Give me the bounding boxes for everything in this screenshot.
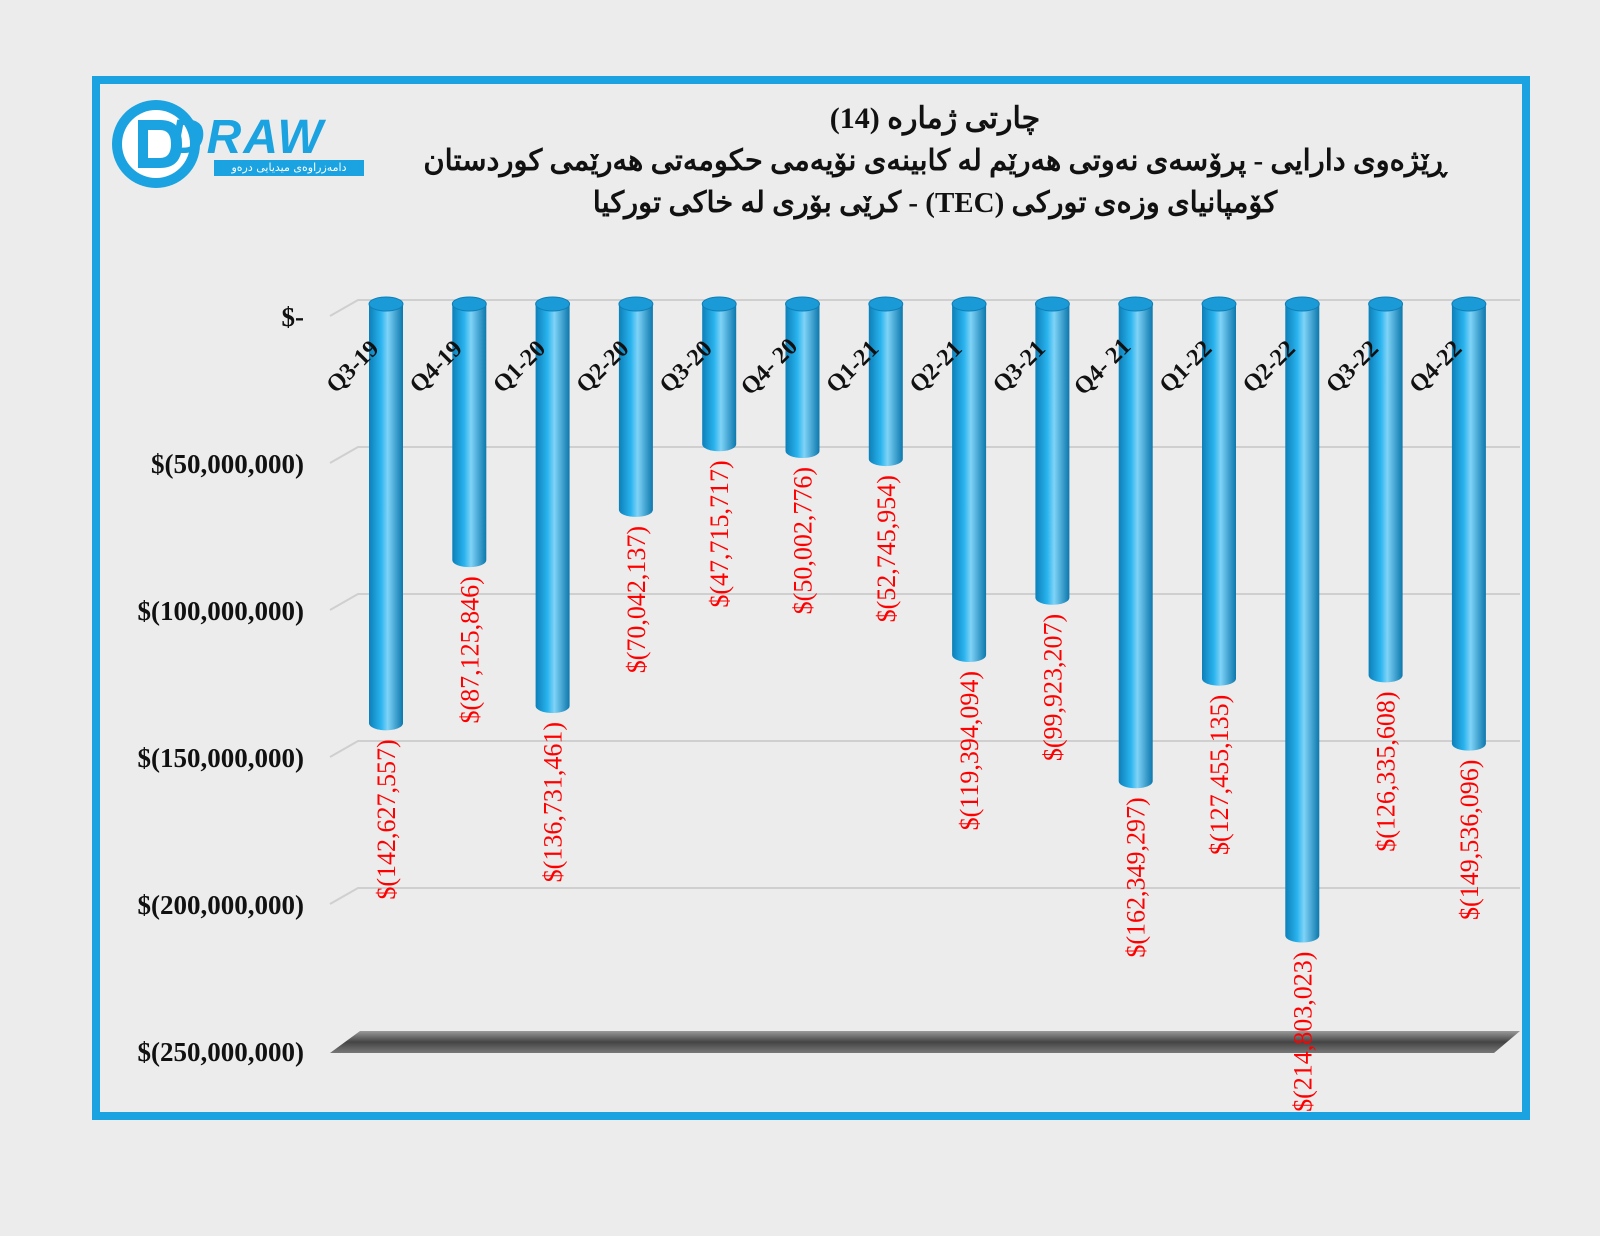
y-tick-label: $(100,000,000)	[138, 596, 304, 626]
bar	[369, 304, 403, 730]
bar	[1285, 304, 1319, 943]
bar	[536, 304, 570, 713]
bar-top	[1452, 297, 1486, 311]
data-label: $(99,923,207)	[1038, 614, 1067, 761]
data-label: $(127,455,135)	[1205, 695, 1234, 855]
bar	[619, 304, 653, 517]
bar-top	[536, 297, 570, 311]
bar-top	[369, 297, 403, 311]
bar-top	[869, 297, 903, 311]
bar-top	[1369, 297, 1403, 311]
y-tick-label: $(150,000,000)	[138, 743, 304, 773]
data-label: $(52,745,954)	[872, 475, 901, 622]
data-label: $(70,042,137)	[622, 526, 651, 673]
bar	[786, 304, 820, 458]
data-label: $(50,002,776)	[789, 467, 818, 614]
data-label: $(136,731,461)	[539, 722, 568, 882]
data-label: $(119,394,094)	[955, 671, 984, 830]
bar	[869, 304, 903, 466]
bar	[452, 304, 486, 567]
data-label: $(126,335,608)	[1372, 691, 1401, 851]
bar-top	[1119, 297, 1153, 311]
bar	[702, 304, 736, 451]
y-tick-label: $-	[282, 302, 305, 332]
data-label: $(149,536,096)	[1455, 760, 1484, 920]
chart-floor	[330, 1031, 1520, 1053]
bar	[1452, 304, 1486, 751]
gridline	[330, 447, 1520, 463]
bar-top	[1202, 297, 1236, 311]
gridline	[330, 888, 1520, 904]
bar-top	[619, 297, 653, 311]
data-label: $(214,803,023)	[1288, 952, 1317, 1112]
bar-top	[952, 297, 986, 311]
y-tick-label: $(250,000,000)	[138, 1037, 304, 1067]
data-label: $(47,715,717)	[705, 460, 734, 607]
gridline	[330, 594, 1520, 610]
data-label: $(162,349,297)	[1122, 797, 1151, 957]
bar-top	[452, 297, 486, 311]
data-label: $(142,627,557)	[372, 739, 401, 899]
bar-top	[1035, 297, 1069, 311]
bar-top	[786, 297, 820, 311]
gridline	[330, 741, 1520, 757]
y-tick-label: $(200,000,000)	[138, 890, 304, 920]
y-tick-label: $(50,000,000)	[151, 449, 304, 479]
data-label: $(87,125,846)	[455, 576, 484, 723]
gridline	[330, 300, 1520, 316]
bar-top	[1285, 297, 1319, 311]
bar	[1119, 304, 1153, 788]
bar-top	[702, 297, 736, 311]
